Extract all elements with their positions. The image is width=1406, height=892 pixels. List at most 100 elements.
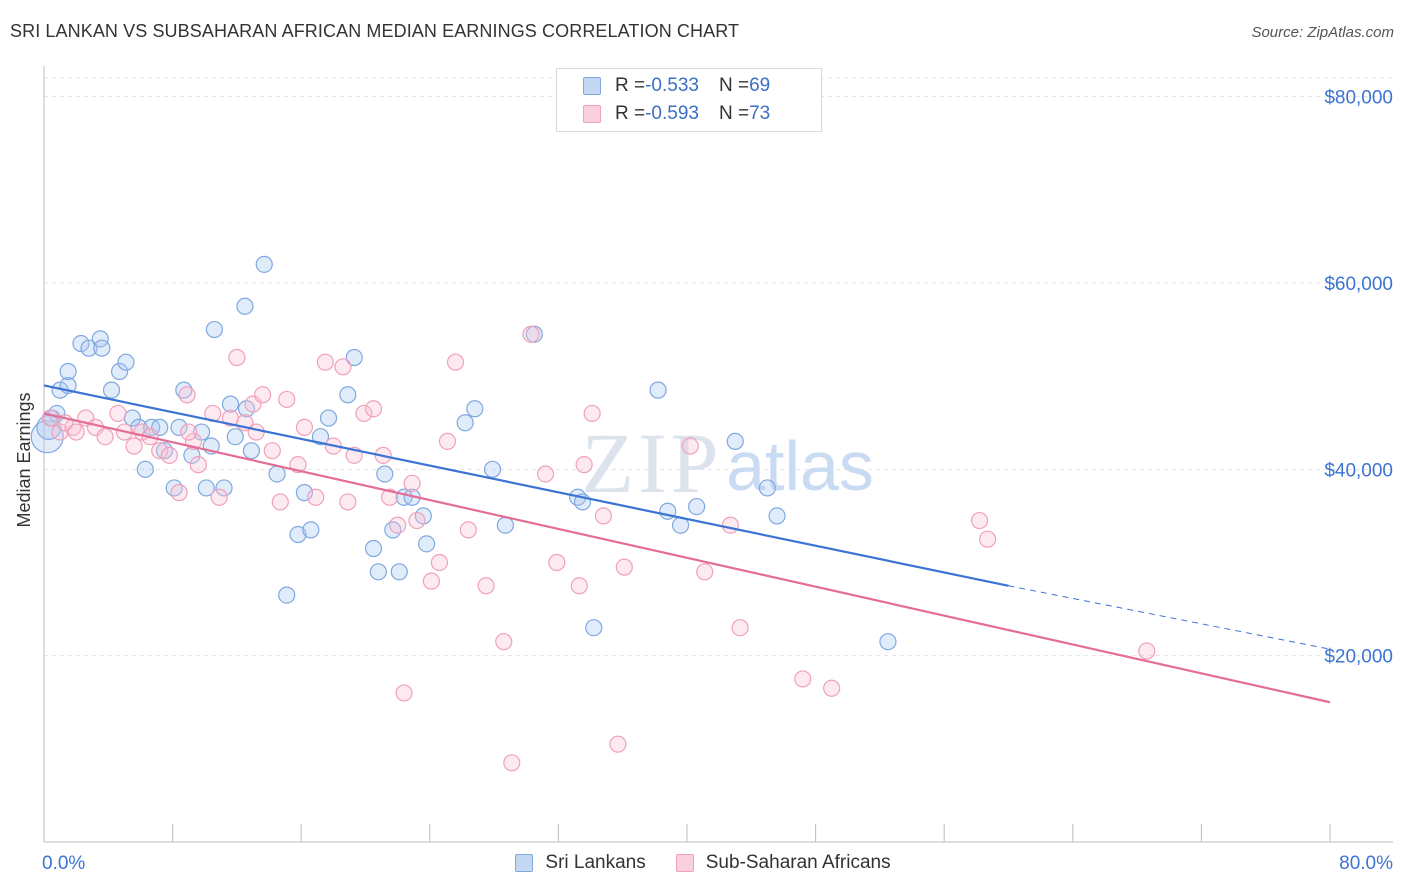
sri-lankan-point [339,386,357,404]
subsaharan-point [189,456,207,474]
subsaharan-point [823,679,841,697]
y-axis-label: Median Earnings [14,392,34,528]
sri-lankan-point [255,255,273,273]
sri-lankan-point [417,535,436,553]
subsaharan-point [721,516,740,534]
subsaharan-point [278,390,296,409]
subsaharan-point [495,633,513,651]
sri-lankan-point [345,348,363,367]
subsaharan-point [263,442,281,460]
subsaharan-point [125,437,143,455]
sri-lankan-point [726,432,744,450]
sri-lankan-point [364,539,383,558]
subsaharan-point [731,619,749,637]
subsaharan-point [522,325,540,343]
sri-lankan-point [221,395,240,413]
chart-title: SRI LANKAN VS SUBSAHARAN AFRICAN MEDIAN … [10,21,740,41]
sri-lankan-point [117,353,135,371]
tick-labels: $20,000 $40,000 $60,000 $80,000 0.0% 80.0% [42,88,1393,874]
sri-lankan-point [72,334,90,353]
sri-lankan-point [688,497,706,516]
subsaharan-point [575,456,593,474]
x-tick-label: 0.0% [42,853,85,874]
subsaharan-point [395,684,413,702]
legend-n-value: 69 [749,75,771,96]
y-tick-label: $60,000 [1324,274,1393,295]
sri-lankan-trend-line [43,384,1009,587]
legend-n-label: N = [718,103,750,124]
y-tick-label: $20,000 [1324,647,1393,668]
subsaharan-point [151,442,169,460]
subsaharan-point [696,563,714,581]
sri-lankan-point [758,479,776,497]
legend-swatch [515,854,534,872]
subsaharan-point [477,577,495,595]
legend-item-subsaharan: Sub-Saharan Africans [675,852,891,874]
subsaharan-point [355,404,373,423]
subsaharan-point [41,409,60,427]
sri-lankan-point [456,414,474,432]
legend-row-subsaharan: R = -0.593 N = 73 [583,100,770,128]
subsaharan-point [381,488,399,506]
sri-lankan-point [30,420,64,454]
sri-lankan-point [879,633,897,651]
subsaharan-point [459,521,477,539]
sri-lankan-trend-extension [1008,585,1331,650]
subsaharan-point [408,511,426,530]
subsaharan-point [570,577,588,595]
legend-r-label: R = [615,103,646,124]
subsaharan-point [170,484,188,502]
legend-label: Sub-Saharan Africans [705,852,891,873]
subsaharan-point [271,493,289,511]
subsaharan-point [681,437,699,455]
sri-lankan-point [175,381,193,399]
subsaharan-point [548,553,566,572]
sri-lankan-point [268,465,286,483]
legend-item-sri-lankans: Sri Lankans [515,852,646,874]
sri-lankan-point [295,484,314,502]
subsaharan-point [609,735,627,753]
sri-lankan-point [649,381,667,399]
subsaharan-point [67,423,85,441]
subsaharan-point [583,404,601,423]
subsaharan-point [307,488,325,506]
subsaharan-point [316,353,334,371]
sri-lankan-point [136,460,154,478]
subsaharan-point [109,404,127,423]
legend-r-value: -0.593 [645,103,699,124]
correlation-legend: R = -0.533 N = 69 R = -0.593 N = 73 [556,68,822,132]
series-points [30,255,1156,772]
subsaharan-point [96,428,114,446]
sri-lankan-point [215,479,233,497]
subsaharan-point [178,386,196,404]
subsaharan-point [446,353,465,371]
subsaharan-point [794,670,812,688]
watermark-atlas: atlas [726,427,874,505]
sri-lankan-point [80,339,98,357]
subsaharan-point [422,572,441,590]
subsaharan-point [970,511,989,530]
source-credit: Source: ZipAtlas.com [1251,24,1394,41]
sri-lankan-point [768,507,786,525]
subsaharan-point [430,553,449,572]
legend-swatch [675,854,694,872]
sri-lankan-point [242,442,260,460]
sri-lankan-point [384,521,402,539]
sri-lankan-point [226,428,244,446]
legend-label: Sri Lankans [545,852,646,873]
sri-lankan-point [369,563,387,581]
sri-lankan-point [496,516,514,534]
sri-lankan-point [205,320,223,339]
subsaharan-point [403,474,421,492]
sri-lankan-point [466,400,484,418]
y-tick-label: $80,000 [1324,88,1393,109]
sri-lankan-point [376,465,394,483]
series-legend: Sri Lankans Sub-Saharan Africans [0,852,1406,874]
subsaharan-point [615,558,633,576]
sri-lankan-point [483,460,502,478]
sri-lankan-point [93,339,111,357]
subsaharan-point [228,348,246,367]
sri-lankan-point [110,362,129,381]
watermark: ZIP atlas [582,415,874,511]
y-tick-label: $40,000 [1324,460,1393,481]
